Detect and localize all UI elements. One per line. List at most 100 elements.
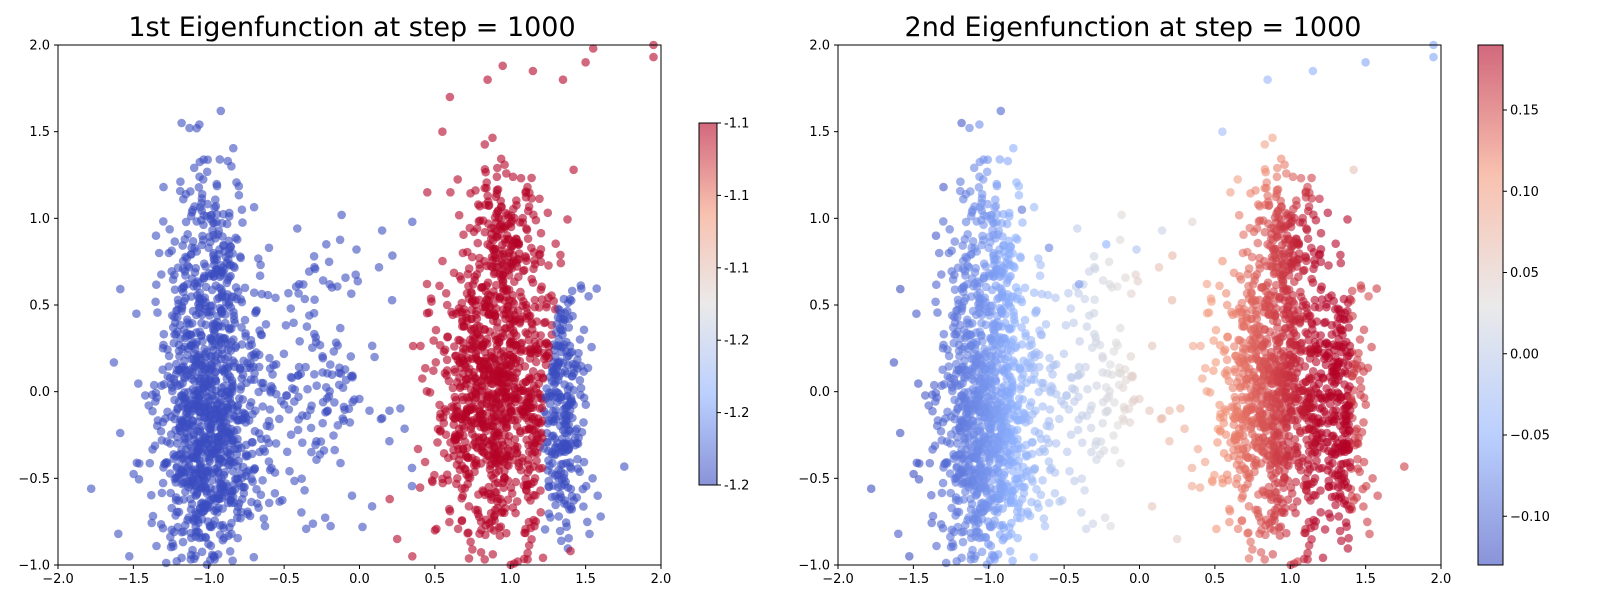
scatter-point xyxy=(1039,514,1049,523)
scatter-point xyxy=(977,422,986,431)
scatter-point xyxy=(950,318,960,328)
scatter-point xyxy=(282,391,292,400)
scatter-point xyxy=(1244,502,1254,511)
scatter-point xyxy=(453,524,463,534)
scatter-point xyxy=(1012,449,1022,459)
scatter-point xyxy=(445,517,454,527)
scatter-point xyxy=(1005,249,1014,259)
scatter-point xyxy=(521,524,530,534)
scatter-point xyxy=(557,347,566,357)
scatter-point xyxy=(551,328,561,337)
scatter-point xyxy=(353,276,363,286)
scatter-point xyxy=(461,375,471,384)
scatter-point xyxy=(574,348,583,358)
scatter-point xyxy=(1211,325,1221,335)
scatter-point xyxy=(962,421,971,431)
scatter-point xyxy=(579,418,588,427)
scatter-point xyxy=(1193,444,1203,454)
scatter-point xyxy=(509,204,518,214)
scatter-point xyxy=(416,341,425,351)
scatter-point xyxy=(327,283,337,292)
scatter-point xyxy=(491,291,500,301)
y-tick-label: 1.5 xyxy=(29,125,50,140)
scatter-point xyxy=(583,517,592,527)
scatter-point xyxy=(507,216,517,226)
scatter-point xyxy=(535,194,544,204)
scatter-point xyxy=(548,458,557,468)
scatter-point xyxy=(955,186,965,196)
scatter-point xyxy=(1220,368,1230,378)
scatter-point xyxy=(145,458,155,468)
scatter-point xyxy=(458,344,468,353)
scatter-point xyxy=(1131,270,1140,280)
scatter-point xyxy=(1187,463,1197,473)
scatter-point xyxy=(476,401,486,411)
scatter-point xyxy=(210,203,219,212)
scatter-point xyxy=(474,490,483,499)
scatter-point xyxy=(462,443,472,453)
scatter-point xyxy=(217,388,226,398)
scatter-point xyxy=(179,325,189,335)
scatter-point xyxy=(487,252,497,262)
scatter-point xyxy=(152,541,161,551)
scatter-point xyxy=(471,455,481,465)
scatter-point xyxy=(1292,497,1302,506)
scatter-point xyxy=(251,406,260,416)
scatter-point xyxy=(961,520,970,530)
scatter-point xyxy=(238,408,248,418)
scatter-point xyxy=(186,494,195,504)
scatter-point xyxy=(461,309,471,319)
scatter-point xyxy=(438,256,447,266)
scatter-point xyxy=(511,397,520,407)
scatter-point xyxy=(195,172,204,181)
scatter-point xyxy=(175,469,184,478)
scatter-point xyxy=(991,195,1000,204)
scatter-point xyxy=(425,388,435,397)
scatter-point xyxy=(430,526,440,535)
scatter-point xyxy=(559,417,568,426)
scatter-point xyxy=(1101,383,1111,392)
scatter-point xyxy=(171,511,180,520)
scatter-point xyxy=(543,208,553,218)
scatter-point xyxy=(1055,414,1064,424)
scatter-point xyxy=(240,482,249,492)
scatter-point xyxy=(1070,385,1080,395)
scatter-point xyxy=(507,259,517,269)
scatter-point xyxy=(529,462,538,471)
scatter-point xyxy=(238,218,247,227)
scatter-point xyxy=(178,537,188,547)
scatter-point xyxy=(464,554,474,563)
scatter-point xyxy=(493,163,502,173)
scatter-point xyxy=(947,267,956,276)
scatter-point xyxy=(1221,289,1231,298)
scatter-point xyxy=(530,295,540,305)
scatter-point xyxy=(566,393,576,403)
scatter-point xyxy=(933,308,942,317)
scatter-point xyxy=(1301,524,1310,534)
scatter-point xyxy=(125,552,134,561)
scatter-point xyxy=(1226,188,1235,197)
scatter-point xyxy=(999,523,1008,533)
scatter-point xyxy=(224,430,234,440)
scatter-point xyxy=(188,545,197,555)
plot1-colorbar: -1.1-1.1-1.1-1.2-1.2-1.2 xyxy=(698,117,749,494)
scatter-point xyxy=(230,498,239,508)
scatter-point xyxy=(1009,143,1018,153)
scatter-point xyxy=(170,285,180,295)
scatter-point xyxy=(185,123,194,133)
scatter-point xyxy=(984,423,994,433)
scatter-point xyxy=(271,439,281,448)
scatter-point xyxy=(367,341,377,351)
scatter-point xyxy=(1028,438,1037,447)
scatter-point xyxy=(385,406,394,416)
scatter-point xyxy=(523,234,533,243)
scatter-point xyxy=(1215,400,1224,410)
scatter-point xyxy=(564,533,573,543)
scatter-point xyxy=(987,352,996,362)
scatter-point xyxy=(86,484,96,494)
scatter-point xyxy=(1256,548,1266,557)
scatter-point xyxy=(1248,545,1257,554)
scatter-point xyxy=(521,193,531,202)
scatter-point xyxy=(958,264,968,274)
scatter-point xyxy=(190,243,199,253)
